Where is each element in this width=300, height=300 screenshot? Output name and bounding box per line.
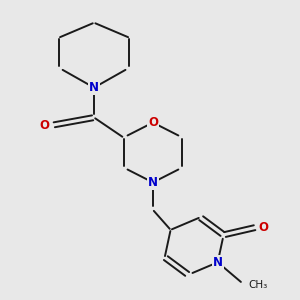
Text: CH₃: CH₃ [249, 280, 268, 290]
Text: O: O [148, 116, 158, 129]
Text: N: N [148, 176, 158, 189]
Text: O: O [40, 118, 50, 131]
Text: N: N [213, 256, 223, 269]
Text: O: O [259, 221, 269, 234]
Text: N: N [89, 81, 99, 94]
